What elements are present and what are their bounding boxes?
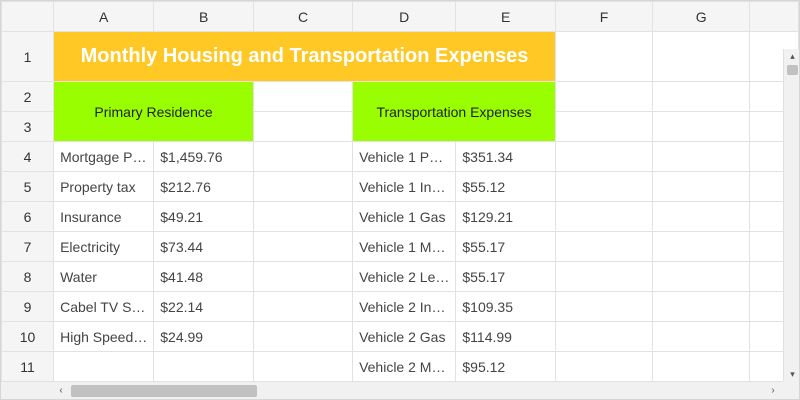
row-header-7[interactable]: 7 [1,231,55,262]
scroll-down-icon[interactable]: ▾ [790,369,795,379]
transport-label-cell[interactable]: Vehicle 1 Gas [352,201,457,232]
column-header-h[interactable] [749,1,799,32]
expense-label-cell[interactable]: Cabel TV S… [53,291,155,322]
column-header-c[interactable]: C [252,1,354,32]
cell[interactable] [252,351,354,382]
row-header-1[interactable]: 1 [1,31,55,82]
expense-label-cell[interactable]: Water [53,261,155,292]
transport-amount-cell[interactable]: $129.21 [455,201,556,232]
cell[interactable] [554,201,654,232]
transport-label-cell[interactable]: Vehicle 1 M… [352,231,457,262]
cell[interactable] [652,31,751,82]
cell[interactable] [554,111,654,142]
vertical-scrollbar[interactable]: ▴ ▾ [783,49,799,381]
transport-amount-cell[interactable]: $351.34 [455,141,556,172]
expense-label-cell[interactable]: Electricity [53,231,155,262]
expense-amount-cell[interactable]: $73.44 [153,231,254,262]
expense-label-cell[interactable]: Property tax [53,171,155,202]
cell[interactable] [252,261,354,292]
cell[interactable] [652,291,751,322]
cell[interactable] [252,81,354,112]
cell[interactable] [652,231,751,262]
cell[interactable] [652,111,751,142]
row-header-6[interactable]: 6 [1,201,55,232]
row-header-9[interactable]: 9 [1,291,55,322]
cell[interactable] [252,201,354,232]
transport-amount-cell[interactable]: $114.99 [455,321,556,352]
vertical-scroll-thumb[interactable] [787,65,798,75]
horizontal-scrollbar[interactable]: ‹ › [1,381,783,399]
cell[interactable] [554,171,654,202]
row-header-10[interactable]: 10 [1,321,55,352]
cell[interactable] [554,31,654,82]
section-header-transportation[interactable]: Transportation Expenses [352,81,556,142]
cell[interactable] [554,81,654,112]
cell[interactable] [554,231,654,262]
cell[interactable] [652,321,751,352]
column-header-d[interactable]: D [352,1,457,32]
column-header-a[interactable]: A [53,1,155,32]
cell[interactable] [652,261,751,292]
row-header-2[interactable]: 2 [1,81,55,112]
cell[interactable] [652,351,751,382]
expense-amount-cell[interactable]: $212.76 [153,171,254,202]
cell[interactable] [652,81,751,112]
cell[interactable] [652,171,751,202]
transport-label-cell[interactable]: Vehicle 2 Gas [352,321,457,352]
section-header-primary-residence[interactable]: Primary Residence [53,81,254,142]
cell[interactable] [554,351,654,382]
expense-amount-cell[interactable]: $49.21 [153,201,254,232]
cell[interactable] [252,171,354,202]
expense-amount-cell[interactable] [153,351,254,382]
expense-label-cell[interactable]: High Speed… [53,321,155,352]
column-header-e[interactable]: E [455,1,556,32]
transport-label-cell[interactable]: Vehicle 1 P… [352,141,457,172]
expense-label-cell[interactable]: Mortgage P… [53,141,155,172]
scrollbar-corner [783,381,799,399]
transport-amount-cell[interactable]: $95.12 [455,351,556,382]
select-all-corner[interactable] [1,1,55,32]
cell[interactable] [252,291,354,322]
transport-amount-cell[interactable]: $55.12 [455,171,556,202]
expense-amount-cell[interactable]: $41.48 [153,261,254,292]
column-header-g[interactable]: G [652,1,751,32]
row-header-11[interactable]: 11 [1,351,55,382]
cell[interactable] [652,201,751,232]
column-header-b[interactable]: B [153,1,254,32]
transport-label-cell[interactable]: Vehicle 2 Le… [352,261,457,292]
transport-amount-cell[interactable]: $55.17 [455,231,556,262]
scroll-left-icon[interactable]: ‹ [59,385,63,396]
cell[interactable] [652,141,751,172]
cell[interactable] [252,141,354,172]
transport-amount-cell[interactable]: $55.17 [455,261,556,292]
spreadsheet-grid: A B C D E F G 1 Monthly Housing and Tran… [1,1,799,382]
expense-label-cell[interactable] [53,351,155,382]
scroll-up-icon[interactable]: ▴ [790,51,795,61]
transport-label-cell[interactable]: Vehicle 2 In… [352,291,457,322]
cell[interactable] [554,141,654,172]
cell[interactable] [252,231,354,262]
transport-label-cell[interactable]: Vehicle 1 In… [352,171,457,202]
row-header-8[interactable]: 8 [1,261,55,292]
transport-amount-cell[interactable]: $109.35 [455,291,556,322]
scroll-right-icon[interactable]: › [771,385,775,396]
expense-amount-cell[interactable]: $22.14 [153,291,254,322]
cell[interactable] [554,291,654,322]
expense-amount-cell[interactable]: $24.99 [153,321,254,352]
row-header-5[interactable]: 5 [1,171,55,202]
horizontal-scroll-thumb[interactable] [71,385,257,397]
cell[interactable] [554,321,654,352]
transport-label-cell[interactable]: Vehicle 2 M… [352,351,457,382]
cell[interactable] [252,111,354,142]
title-cell[interactable]: Monthly Housing and Transportation Expen… [53,31,556,82]
row-header-4[interactable]: 4 [1,141,55,172]
row-header-3[interactable]: 3 [1,111,55,142]
cell[interactable] [252,321,354,352]
expense-label-cell[interactable]: Insurance [53,201,155,232]
column-header-f[interactable]: F [554,1,654,32]
cell[interactable] [554,261,654,292]
expense-amount-cell[interactable]: $1,459.76 [153,141,254,172]
